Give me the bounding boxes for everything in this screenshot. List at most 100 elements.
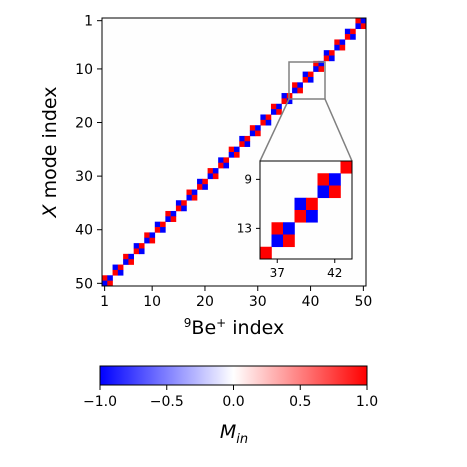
colorbar-label: Min xyxy=(220,421,248,447)
heatmap-cell xyxy=(112,264,119,271)
heatmap-cell xyxy=(149,232,156,239)
heatmap-cell xyxy=(138,243,145,249)
heatmap-cell xyxy=(181,205,187,212)
x-tick-label: 40 xyxy=(302,294,320,310)
heatmap-cell xyxy=(234,146,240,153)
heatmap-cell xyxy=(186,194,193,201)
y-tick-label: 1 xyxy=(84,14,93,30)
heatmap-cell xyxy=(117,264,124,271)
y-tick-label: 10 xyxy=(75,62,93,78)
x-label-charge: + xyxy=(216,316,226,330)
colorbar: −1.0 −0.5 0.0 0.5 1.0 Min xyxy=(83,365,378,447)
heatmap-cell xyxy=(133,243,140,249)
heatmap-cell xyxy=(307,71,314,78)
inset-cell xyxy=(329,185,341,199)
heatmap-cell xyxy=(265,119,272,126)
heatmap-cell xyxy=(276,103,282,110)
heatmap-cell xyxy=(313,60,319,67)
heatmap-cell xyxy=(318,60,325,67)
inset-cell xyxy=(329,173,341,186)
inset-cell xyxy=(306,210,318,223)
inset-cell xyxy=(306,197,318,211)
y-axis-ticks: 1 10 20 30 40 50 xyxy=(75,14,102,292)
heatmap-cell xyxy=(223,162,230,169)
heatmap-cell xyxy=(212,168,219,174)
inset-cell xyxy=(260,246,272,260)
x-axis-label: 9Be+ index xyxy=(184,316,284,339)
heatmap-cell xyxy=(123,253,129,260)
heatmap-cell xyxy=(276,109,282,115)
y-tick-label: 50 xyxy=(75,276,93,292)
heatmap-cell xyxy=(234,152,240,158)
heatmap-cell xyxy=(149,237,156,244)
colorbar-label-main: M xyxy=(220,421,236,443)
heatmap-cell xyxy=(292,87,298,94)
inset-y-tick-label: 9 xyxy=(244,172,252,186)
zoom-box xyxy=(288,61,326,100)
heatmap-cell xyxy=(334,44,340,51)
x-axis-ticks: 1 10 20 30 40 50 xyxy=(100,286,372,310)
heatmap-cell xyxy=(297,82,303,88)
inset-x-ticks: 37 42 xyxy=(270,259,342,280)
colorbar-tick-label: −0.5 xyxy=(150,394,184,410)
heatmap-frame xyxy=(101,17,367,287)
heatmap-cell xyxy=(170,210,177,217)
heatmap-cell xyxy=(218,162,224,169)
inset-heatmap: 37 42 9 13 xyxy=(237,160,353,280)
y-tick-label: 30 xyxy=(75,169,93,185)
x-label-suffix: index xyxy=(232,317,284,339)
inset-cell xyxy=(317,185,330,199)
zoom-indicator xyxy=(259,61,353,162)
x-tick-label: 10 xyxy=(143,294,161,310)
heatmap-cell xyxy=(302,76,309,83)
heatmap-cell xyxy=(329,55,335,62)
heatmap-cell xyxy=(128,259,134,265)
heatmap-cell xyxy=(138,248,145,255)
x-tick-label: 50 xyxy=(354,294,372,310)
heatmap-cell xyxy=(144,237,150,244)
heatmap-cell xyxy=(329,50,335,56)
heatmap-cell xyxy=(175,205,182,212)
heatmap-cell xyxy=(212,173,219,180)
heatmap-cell xyxy=(255,130,261,137)
heatmap-cell xyxy=(154,227,161,233)
inset-cell xyxy=(340,161,353,174)
heatmap-cell xyxy=(133,248,140,255)
heatmap-cell xyxy=(228,146,235,153)
heatmap-cell xyxy=(112,269,119,276)
inset-cell xyxy=(294,197,307,211)
colorbar-ticks: −1.0 −0.5 0.0 0.5 1.0 xyxy=(83,385,378,410)
heatmap-cell xyxy=(307,76,314,83)
heatmap-cell xyxy=(350,28,356,35)
heatmap-cell xyxy=(165,216,171,222)
heatmap-cell xyxy=(228,152,235,158)
heatmap-cell xyxy=(239,135,245,142)
heatmap-cell xyxy=(323,50,330,56)
colorbar-tick-label: 0.5 xyxy=(289,394,311,410)
heatmap-cell xyxy=(160,221,166,228)
colorbar-tick-label: −1.0 xyxy=(83,394,117,410)
heatmap-cell xyxy=(334,39,340,46)
heatmap-cell xyxy=(107,280,113,287)
colorbar-label-sub: in xyxy=(236,432,248,447)
heatmap-cell xyxy=(191,189,198,196)
heatmap-cell xyxy=(355,23,362,30)
heatmap-cell xyxy=(355,18,362,24)
inset-cell xyxy=(317,173,330,186)
y-tick-label: 40 xyxy=(75,223,93,239)
heatmap-cell xyxy=(344,34,351,40)
heatmap-cell xyxy=(339,44,346,51)
x-label-superscript: 9 xyxy=(184,316,192,330)
heatmap-cell xyxy=(175,200,182,206)
heatmap-cell xyxy=(260,119,266,126)
heatmap-cell xyxy=(244,141,251,147)
heatmap-cell xyxy=(302,71,309,78)
x-tick-label: 1 xyxy=(100,294,109,310)
heatmap-cell xyxy=(360,18,367,24)
connector-right xyxy=(324,98,353,162)
heatmap-cell xyxy=(160,227,166,233)
heatmap-cell xyxy=(255,125,261,131)
heatmap-cell xyxy=(102,275,108,281)
heatmap-cell xyxy=(249,125,256,131)
